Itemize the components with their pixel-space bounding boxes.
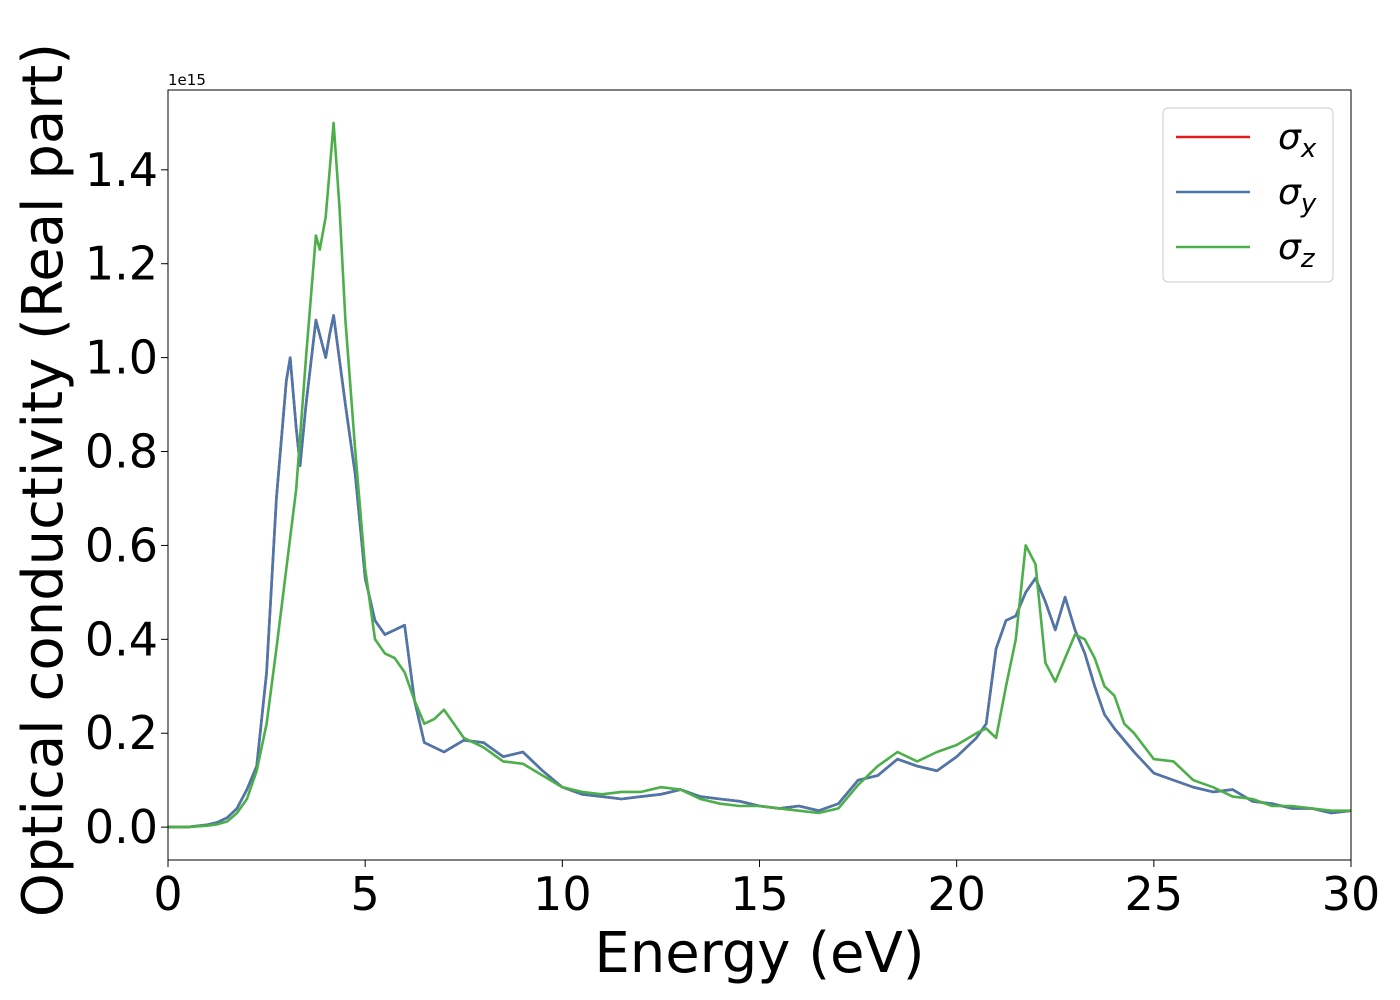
x-tick-label: 25 (1125, 867, 1184, 921)
x-tick-label: 5 (351, 867, 380, 921)
x-tick-label: 10 (533, 867, 592, 921)
x-axis-label: Energy (eV) (594, 921, 924, 986)
y-tick-label: 0.4 (85, 612, 158, 666)
y-tick-label: 0.8 (85, 425, 158, 479)
legend-label-x: σx (1278, 117, 1317, 164)
x-tick-label: 0 (153, 867, 182, 921)
x-tick-label: 15 (730, 867, 789, 921)
y-tick-label: 0.6 (85, 518, 158, 572)
series-line-y (168, 314, 1352, 829)
y-tick-label: 1.4 (85, 143, 158, 197)
y-axis-label: Optical conductivity (Real part) (11, 43, 76, 917)
series-line-z (168, 121, 1351, 829)
plot-frame (167, 89, 1352, 861)
legend-label-y: σy (1278, 172, 1317, 219)
x-tick-label: 20 (927, 867, 986, 921)
legend-box (1162, 107, 1334, 283)
x-tick-label: 30 (1322, 867, 1381, 921)
legend: σx σy σz (1162, 107, 1334, 283)
legend-label-z: σz (1278, 227, 1316, 274)
series-layer (168, 121, 1352, 829)
ticks-layer: 0 5 10 15 20 25 30 0.0 0.2 0.4 0.6 0.8 1.0 1.2 1.4 (85, 143, 1380, 921)
series-line-x (168, 314, 1352, 829)
y-tick-label: 0.0 (85, 800, 158, 854)
y-tick-label: 1.0 (85, 331, 158, 385)
y-tick-label: 1.2 (85, 237, 158, 291)
y-tick-label: 0.2 (85, 706, 158, 760)
offset-text: 1e15 (168, 71, 206, 89)
